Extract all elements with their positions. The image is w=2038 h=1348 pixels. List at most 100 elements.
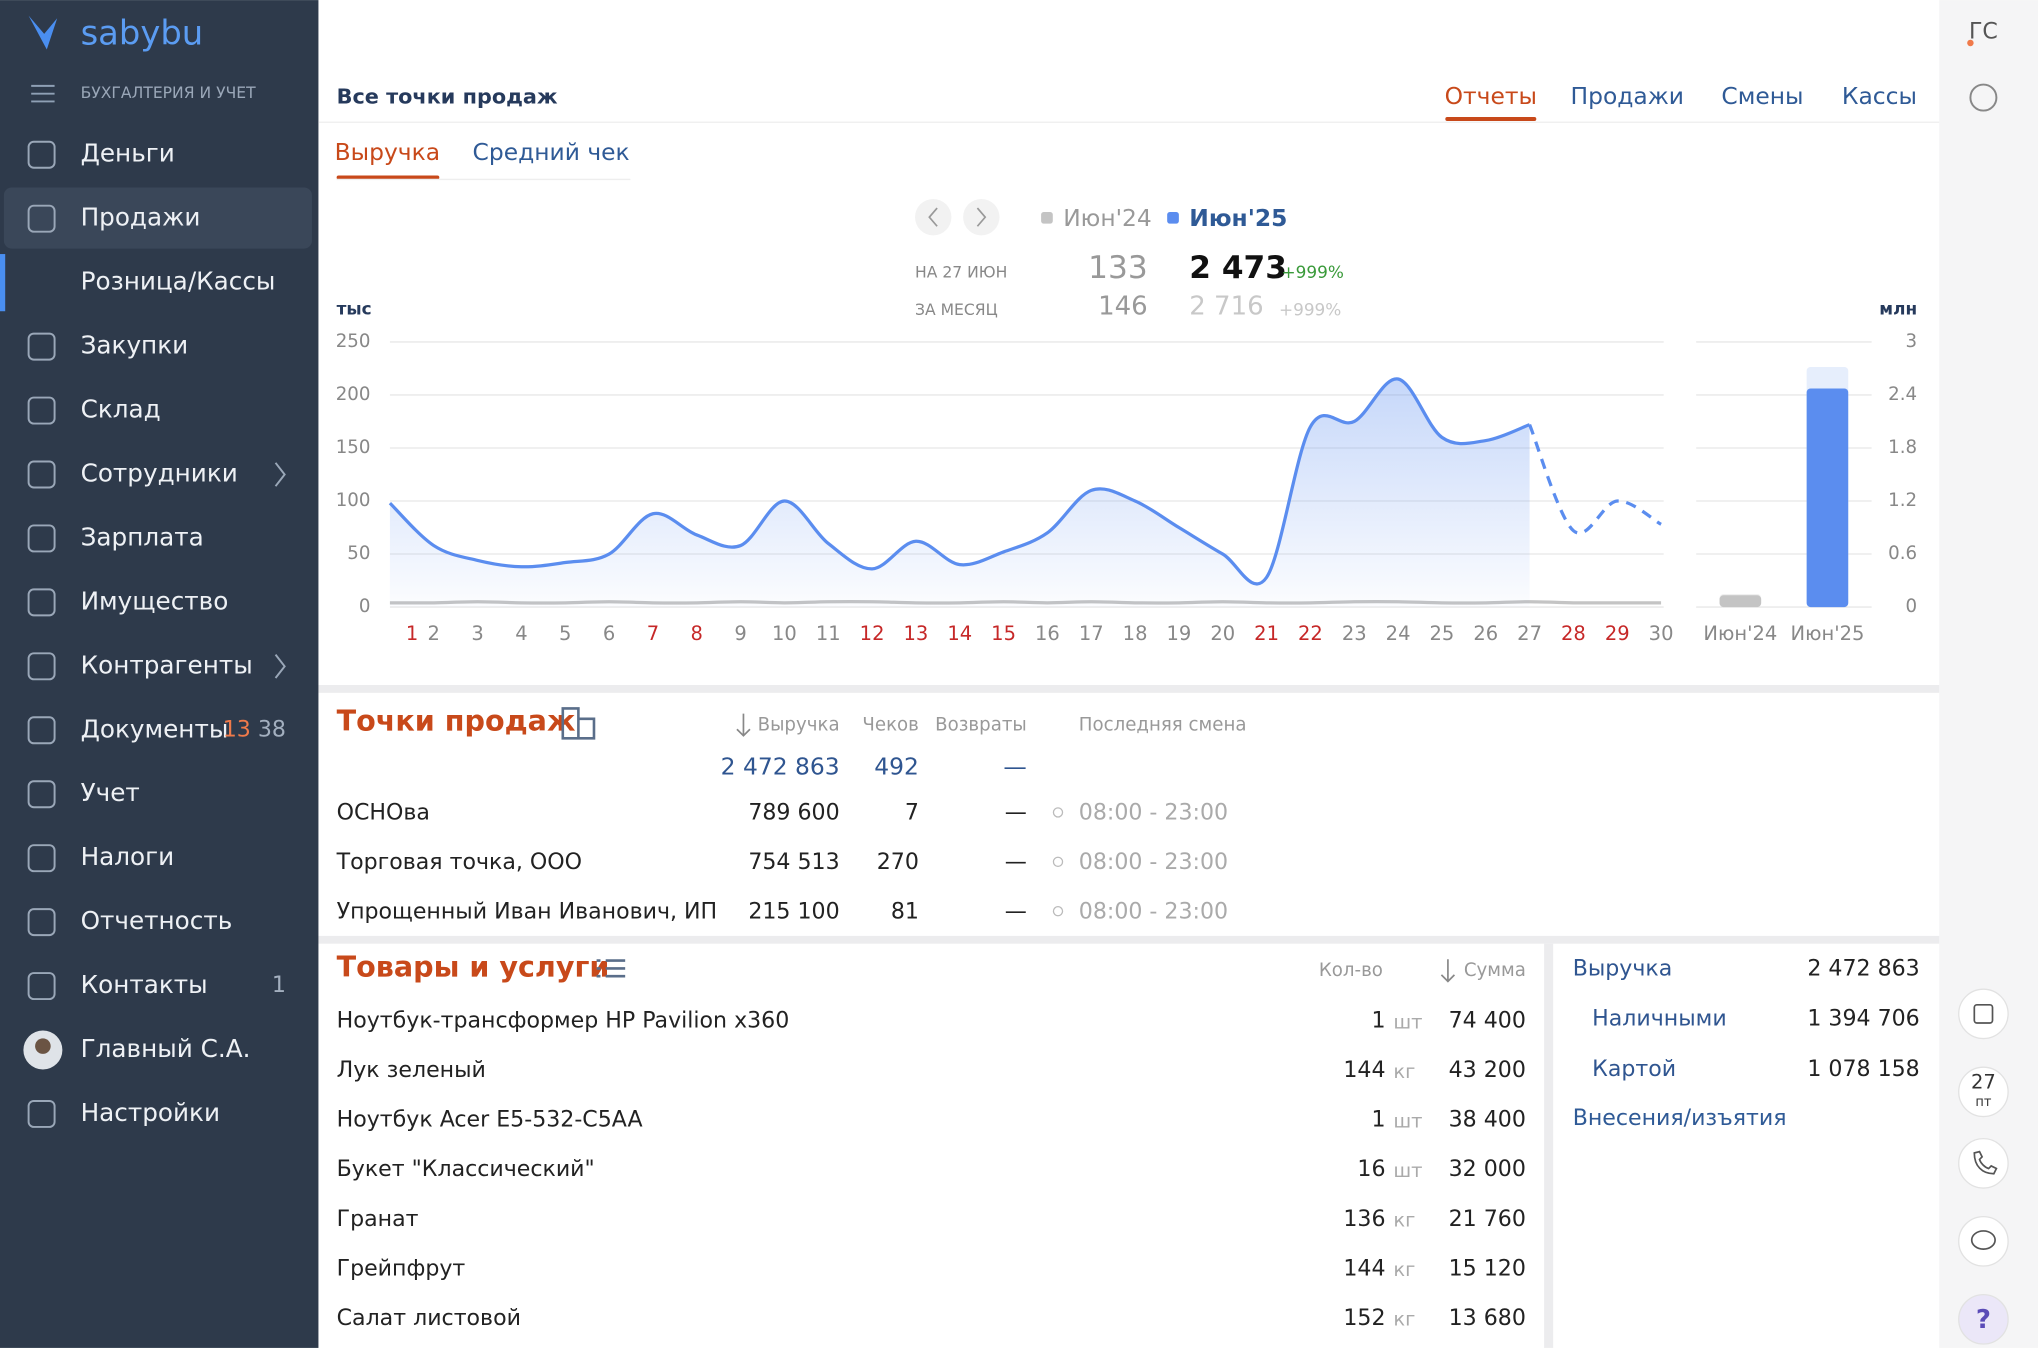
page-title: Все точки продаж (337, 85, 558, 109)
summary-label: ЗА МЕСЯЦ (915, 301, 998, 319)
summary-label: НА 27 ИЮН (915, 264, 1007, 282)
help[interactable]: ? (1976, 1305, 1991, 1335)
menu-item[interactable]: Учет (81, 778, 140, 807)
unit: кг (1393, 1060, 1415, 1083)
menu-item[interactable]: Имущество (81, 586, 229, 615)
sum: 74 400 (1449, 1008, 1526, 1034)
y-tick-label: 0 (359, 596, 371, 617)
menu-item[interactable]: Розница/Кассы (81, 267, 276, 296)
menu-item[interactable]: Контрагенты (81, 650, 253, 679)
goods-name[interactable]: Грейпфрут (337, 1255, 466, 1281)
x-tick-label: 4 (515, 622, 527, 645)
status-dot (1052, 906, 1064, 917)
shift-time: 08:00 - 23:00 (1079, 800, 1228, 826)
divider (318, 685, 1940, 693)
menu-item[interactable]: Продажи (81, 203, 201, 232)
logo: sabybu (81, 14, 204, 53)
rail-button[interactable] (1958, 1066, 2009, 1118)
rail-button[interactable] (1958, 1138, 2009, 1189)
sort-arrow (1440, 959, 1456, 983)
x-tick-label: 13 (904, 622, 929, 645)
revenue: 789 600 (748, 800, 839, 826)
tab-underline (1445, 117, 1537, 121)
x-tick-label: 18 (1123, 622, 1148, 645)
badge: 13 (223, 716, 251, 742)
x-tick-label: 29 (1605, 622, 1630, 645)
y-tick-label: 0.6 (1888, 543, 1917, 564)
summary-change: +999% (1282, 262, 1344, 282)
x-tick-label: 20 (1210, 622, 1235, 645)
tab[interactable]: Отчеты (1445, 82, 1537, 110)
payment-value: 2 472 863 (1807, 956, 1919, 982)
point-name[interactable]: ОСНОва (337, 800, 430, 826)
menu-item[interactable]: Зарплата (81, 522, 204, 551)
chevron (274, 462, 286, 487)
icon (27, 524, 56, 553)
goods-name[interactable]: Салат листовой (337, 1305, 521, 1331)
list-icon (596, 959, 626, 978)
user-initials[interactable]: ГС (1969, 19, 1998, 45)
menu-item[interactable]: Документы (81, 714, 229, 743)
payment-label: Картой (1592, 1056, 1676, 1082)
menu-item[interactable]: Закупки (81, 331, 189, 360)
rail-button[interactable] (1958, 1293, 2009, 1345)
nav-button[interactable] (915, 198, 952, 236)
sum: 13 680 (1449, 1305, 1526, 1331)
goods-name[interactable]: Ноутбук Acer E5-532-C5AA (337, 1107, 643, 1133)
nav-button[interactable] (963, 198, 1000, 236)
subtab[interactable]: Средний чек (473, 138, 630, 166)
axis-unit: тыс (337, 298, 372, 318)
payments-link[interactable]: Внесения/изъятия (1573, 1105, 1787, 1131)
tab[interactable]: Продажи (1571, 82, 1684, 110)
goods-name[interactable]: Гранат (337, 1206, 419, 1232)
menu-item[interactable]: Настройки (81, 1098, 220, 1127)
icon (27, 716, 56, 745)
status-dot (1967, 39, 1974, 47)
returns: — (1005, 800, 1027, 826)
x-tick-label: 24 (1386, 622, 1411, 645)
rail-button[interactable] (1958, 988, 2009, 1040)
settings-icon[interactable] (1969, 83, 1998, 112)
qty: 1 (1371, 1107, 1385, 1133)
x-tick-label: 8 (691, 622, 703, 645)
tab[interactable]: Кассы (1842, 82, 1917, 110)
x-tick-label: 23 (1342, 622, 1367, 645)
menu-item[interactable]: Главный С.А. (81, 1034, 251, 1063)
payment-label: Выручка (1573, 956, 1673, 982)
column-header: Последняя смена (1079, 714, 1247, 735)
badge: 1 (272, 972, 286, 998)
divider (1544, 943, 1554, 1348)
x-tick-label: 14 (947, 622, 972, 645)
avatar-head (35, 1038, 51, 1054)
menu-item[interactable]: Отчетность (81, 906, 233, 935)
goods-name[interactable]: Ноутбук-трансформер HP Pavilion x360 (337, 1008, 790, 1034)
nav-arrow (976, 207, 987, 227)
menu-item[interactable]: Сотрудники (81, 458, 238, 487)
sort-arrow (736, 713, 751, 737)
menu-item[interactable]: Налоги (81, 842, 175, 871)
status-dot (1052, 856, 1064, 868)
icon (27, 332, 56, 361)
y-tick-label: 200 (336, 384, 371, 405)
y-tick-label: 3 (1906, 331, 1918, 352)
subtab[interactable]: Выручка (335, 138, 440, 166)
rail-button[interactable] (1958, 1215, 2009, 1267)
x-tick-label: 6 (603, 622, 615, 645)
y-tick-label: 250 (336, 331, 371, 352)
calendar-weekday: пт (1975, 1095, 1991, 1110)
goods-name[interactable]: Букет "Классический" (337, 1156, 595, 1182)
tab[interactable]: Смены (1721, 82, 1803, 110)
point-name[interactable]: Упрощенный Иван Иванович, ИП (337, 899, 718, 925)
menu-item[interactable]: Контакты (81, 970, 208, 999)
menu-item[interactable]: Склад (81, 395, 161, 424)
total: — (1003, 753, 1026, 781)
menu-icon (31, 84, 55, 103)
x-tick-label: 15 (991, 622, 1016, 645)
menu-item[interactable]: Деньги (81, 139, 175, 168)
goods-name[interactable]: Лук зеленый (337, 1057, 486, 1083)
sum: 21 760 (1449, 1206, 1526, 1232)
x-tick-label: 16 (1035, 622, 1060, 645)
point-name[interactable]: Торговая точка, ООО (336, 849, 582, 875)
x-tick-label: 10 (772, 622, 797, 645)
